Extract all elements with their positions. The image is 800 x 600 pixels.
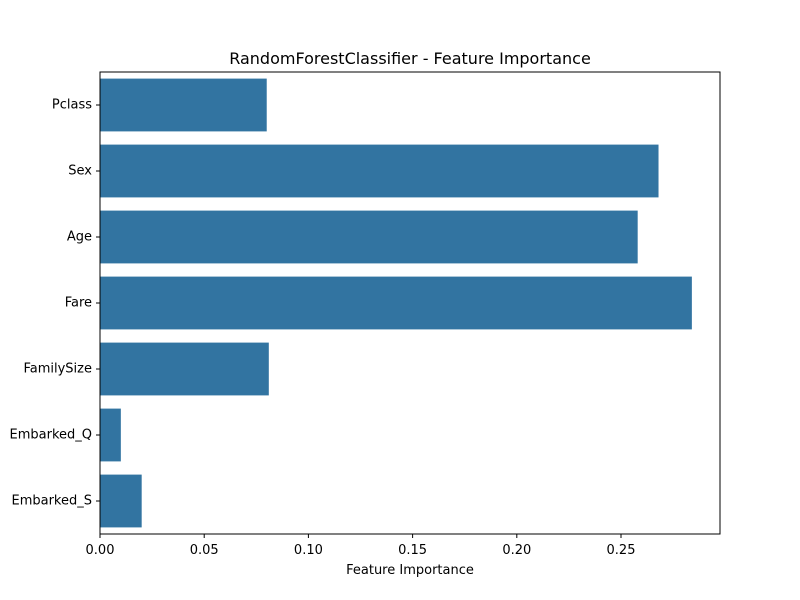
y-tick-label: Fare [65,296,92,311]
x-tick-label: 0.10 [294,543,323,558]
y-tick-label: Embarked_Q [10,428,93,443]
y-tick-label: Pclass [52,98,92,113]
bar-sex [100,144,659,198]
bar-fare [100,276,692,330]
y-tick-label: Sex [68,164,92,179]
plot-frame [99,71,721,535]
y-tick-label: Age [67,230,92,245]
bar-age [100,210,638,264]
y-tick-label: FamilySize [23,362,92,377]
bar-embarked-q [100,408,121,462]
x-tick-label: 0.20 [502,543,531,558]
x-axis: 0.00 0.05 0.10 0.15 0.20 0.25 [86,534,636,558]
x-tick-label: 0.15 [398,543,427,558]
bars-layer [100,78,692,528]
x-tick-label: 0.25 [607,543,636,558]
x-tick-label: 0.00 [86,543,115,558]
chart-title: RandomForestClassifier - Feature Importa… [229,49,591,68]
y-axis: Pclass Sex Age Fare FamilySize Embarked_Q Emba… [10,98,100,509]
bar-familysize [100,342,269,396]
bar-pclass [100,78,267,132]
bar-embarked-s [100,474,142,528]
y-tick-label: Embarked_S [11,494,92,509]
x-tick-label: 0.05 [190,543,219,558]
x-axis-label: Feature Importance [346,563,474,578]
